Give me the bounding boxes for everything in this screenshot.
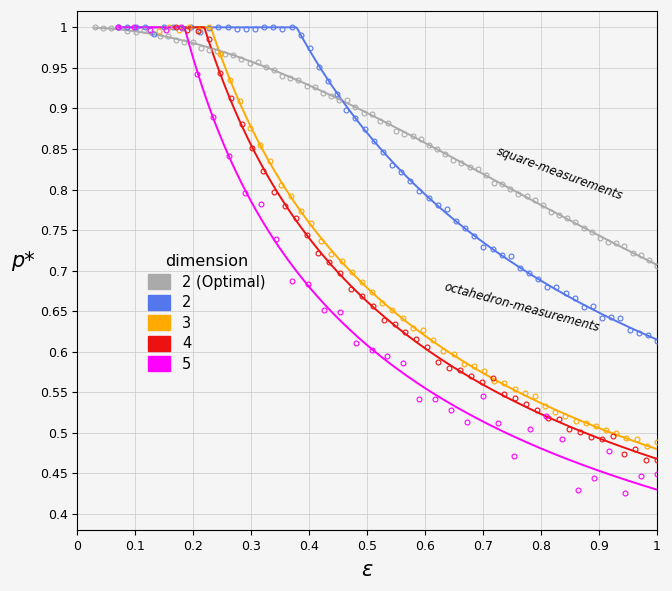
Text: octahedron-measurements: octahedron-measurements [442,280,601,335]
X-axis label: ε: ε [362,560,373,580]
Legend: 2 (Optimal), 2, 3, 4, 5: 2 (Optimal), 2, 3, 4, 5 [142,248,271,378]
Text: square-measurements: square-measurements [495,144,624,202]
Y-axis label: p*: p* [11,251,35,271]
